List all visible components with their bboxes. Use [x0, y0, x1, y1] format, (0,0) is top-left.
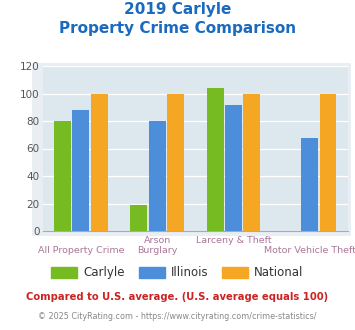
Text: Motor Vehicle Theft: Motor Vehicle Theft — [264, 246, 355, 255]
Text: Property Crime Comparison: Property Crime Comparison — [59, 21, 296, 36]
Bar — [72, 110, 89, 231]
Bar — [301, 138, 318, 231]
Bar — [225, 105, 242, 231]
Legend: Carlyle, Illinois, National: Carlyle, Illinois, National — [47, 262, 308, 284]
Bar — [54, 121, 71, 231]
Text: Arson: Arson — [143, 236, 171, 245]
Text: Burglary: Burglary — [137, 246, 177, 255]
Bar — [167, 93, 184, 231]
Bar — [149, 121, 165, 231]
Text: All Property Crime: All Property Crime — [38, 246, 124, 255]
Bar — [130, 205, 147, 231]
Bar — [243, 93, 260, 231]
Text: © 2025 CityRating.com - https://www.cityrating.com/crime-statistics/: © 2025 CityRating.com - https://www.city… — [38, 312, 317, 321]
Text: Compared to U.S. average. (U.S. average equals 100): Compared to U.S. average. (U.S. average … — [26, 292, 329, 302]
Text: Larceny & Theft: Larceny & Theft — [196, 236, 271, 245]
Text: 2019 Carlyle: 2019 Carlyle — [124, 2, 231, 16]
Bar — [320, 93, 337, 231]
Bar — [91, 93, 108, 231]
Bar — [207, 88, 224, 231]
